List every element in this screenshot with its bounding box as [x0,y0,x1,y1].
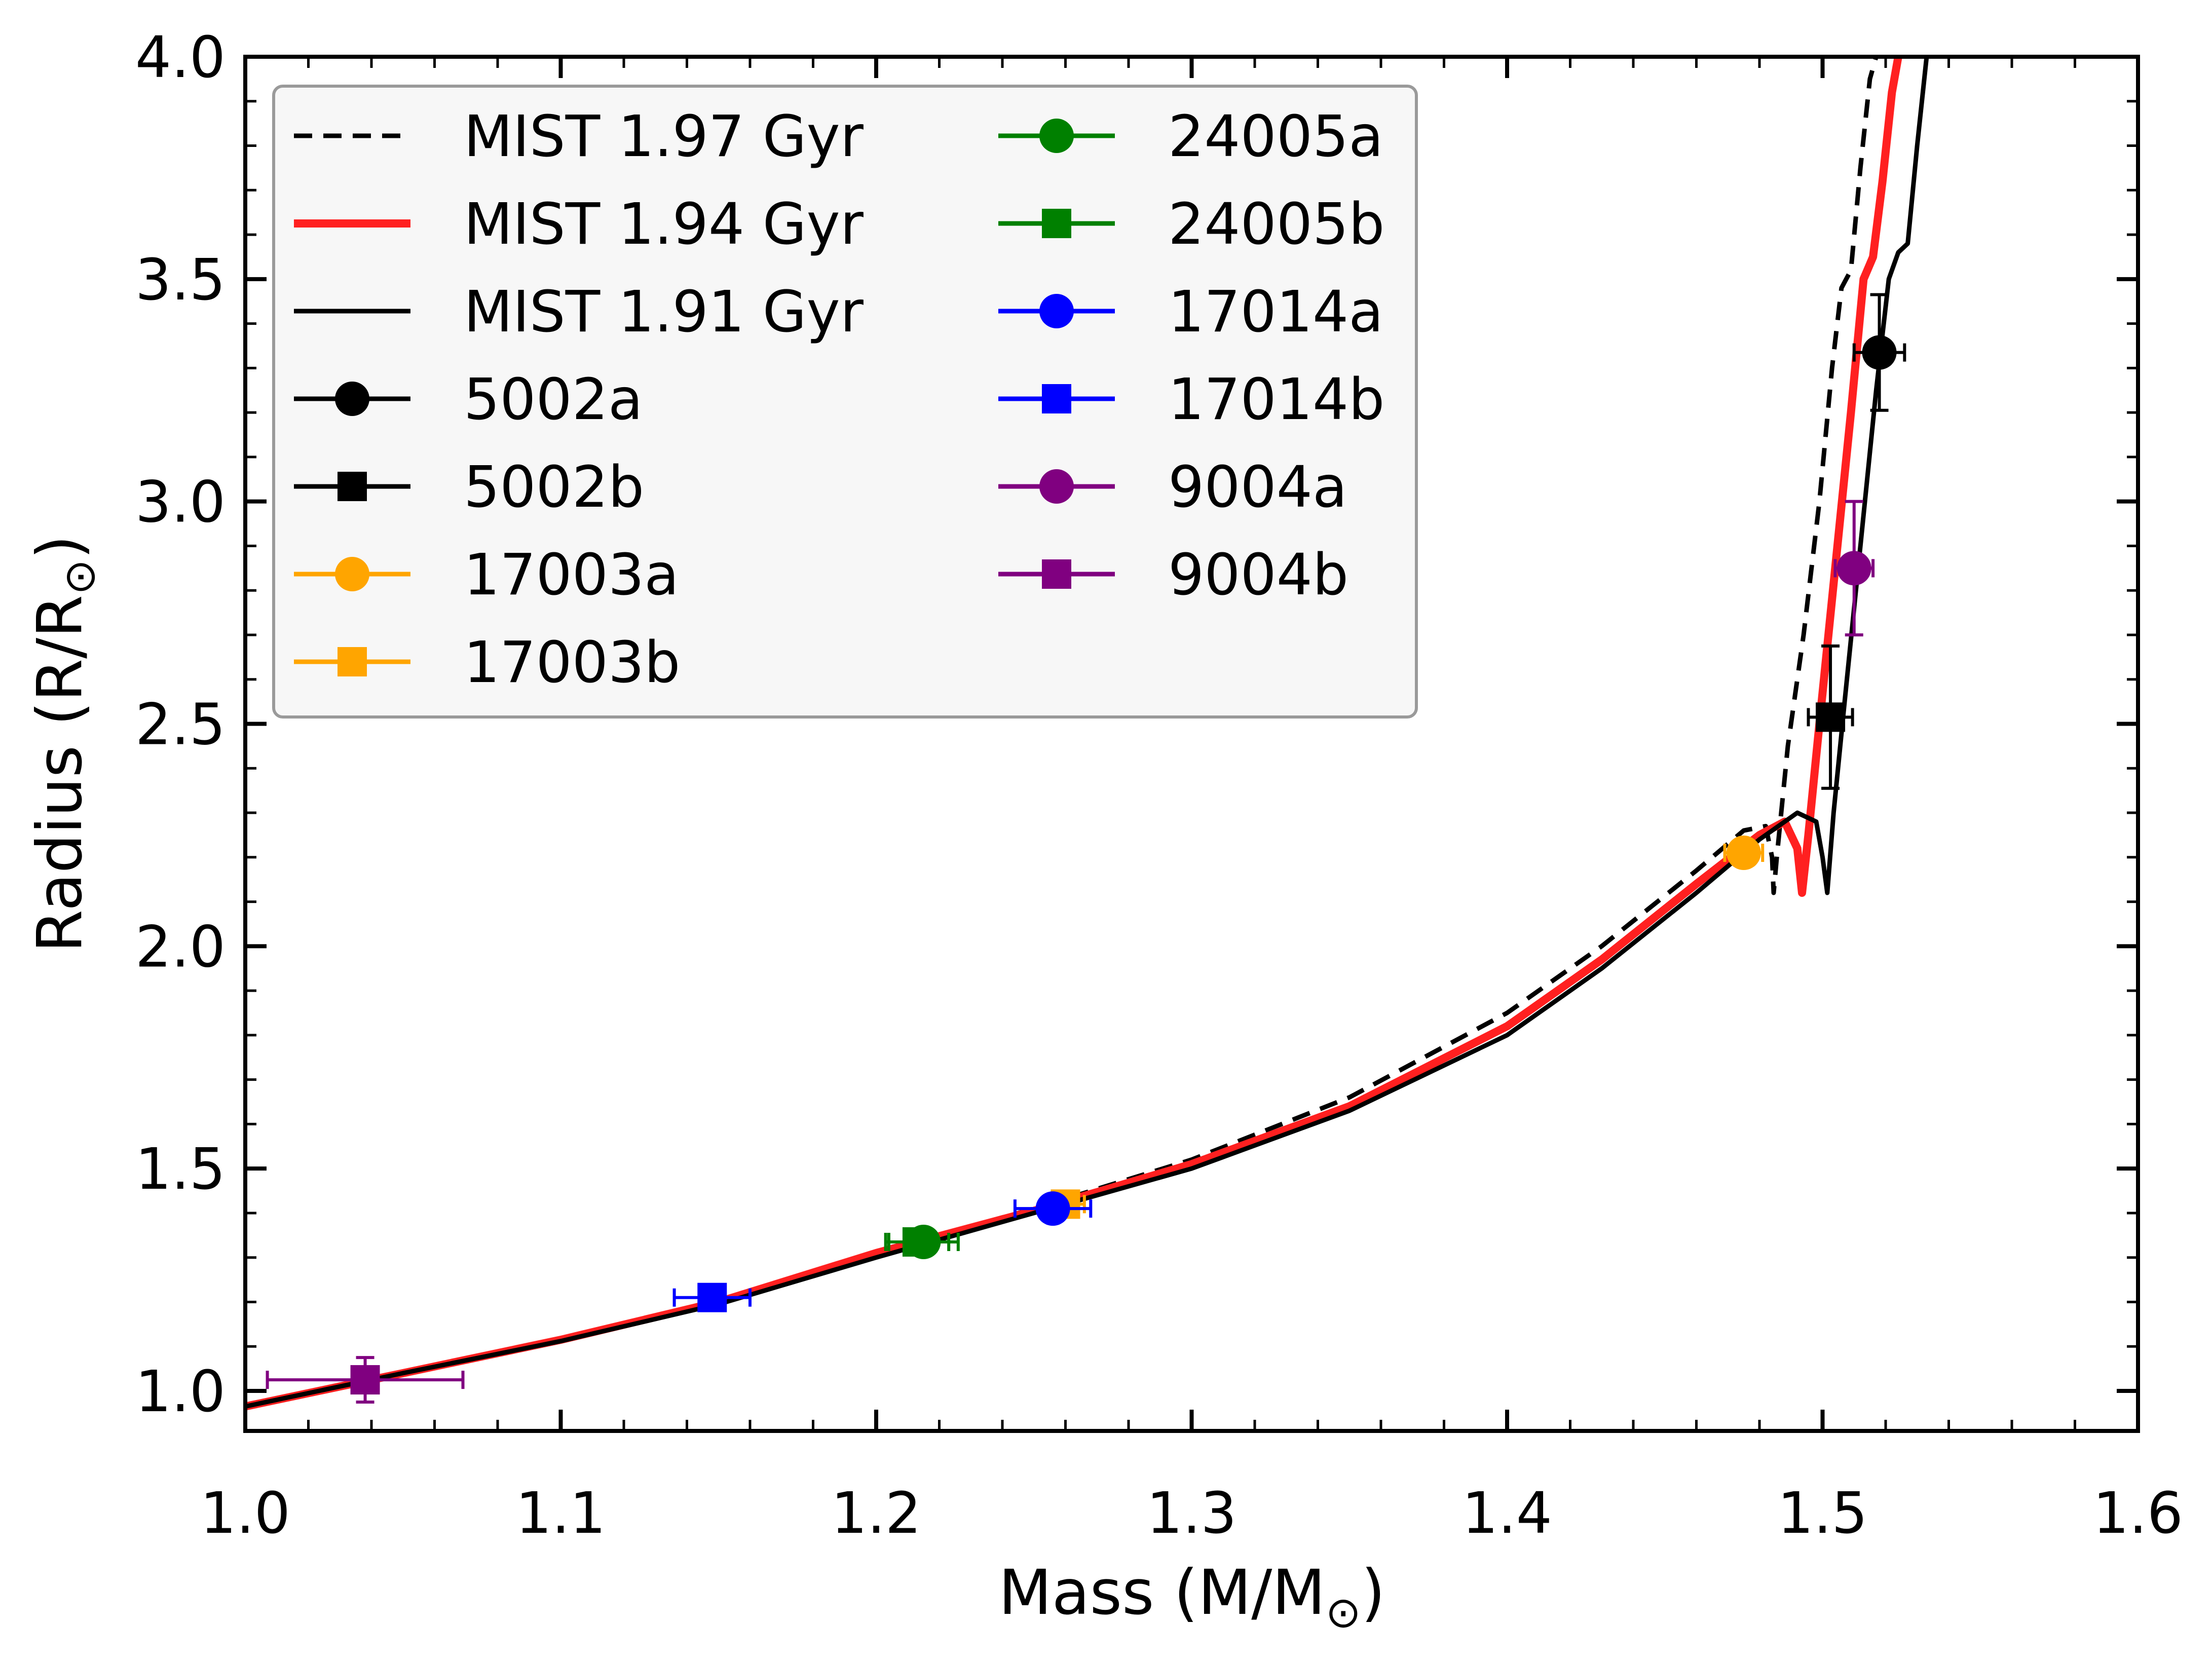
legend-marker [1042,559,1071,589]
legend-item: 5002a [294,367,643,433]
y-axis-label: Radius (R/R⊙) [24,535,104,953]
legend-label: 9004a [1168,455,1347,520]
data-points [266,293,1906,1404]
point-marker [1035,1191,1070,1226]
legend-item: 24005b [998,192,1384,257]
x-tick-label: 1.0 [200,1481,290,1546]
data-point [672,1282,752,1312]
legend-item: 17003b [294,630,680,696]
legend-marker [338,472,367,501]
legend-marker [1039,119,1074,153]
legend-item: 9004b [998,542,1348,608]
y-tick-label: 3.5 [135,247,226,313]
legend-marker [1042,209,1071,238]
point-marker [1726,836,1761,871]
legend-item: 5002b [294,455,644,520]
y-tick-label: 1.5 [135,1137,226,1202]
legend-marker [335,382,369,416]
point-marker [902,1227,932,1257]
legend-label: 5002a [464,367,643,433]
point-marker [697,1282,727,1312]
legend: MIST 1.97 Gyr MIST 1.94 Gyr MIST 1.91 Gyr 5… [272,85,1418,719]
legend-marker [1042,384,1071,413]
legend-label: 17003b [464,630,680,696]
point-marker [1816,702,1846,732]
legend-label: MIST 1.97 Gyr [464,104,864,170]
data-point [266,1356,465,1404]
legend-label: 17003a [464,542,679,608]
point-marker [1836,551,1871,586]
tick-labels: 1.0 1.1 1.2 1.3 1.4 1.5 1.6 1.0 1.5 2.0 2.5 3.0 3.5 4… [135,25,2183,1546]
legend-marker [1039,469,1074,504]
y-tick-label: 1.0 [135,1359,226,1425]
x-tick-label: 1.6 [2093,1481,2183,1546]
legend-label: 17014a [1168,279,1383,345]
legend-item: 17003a [294,542,679,608]
x-tick-label: 1.5 [1777,1481,1867,1546]
y-tick-label: 2.0 [135,914,226,980]
legend-item: MIST 1.97 Gyr [294,104,864,170]
x-tick-label: 1.1 [515,1481,606,1546]
legend-label: MIST 1.91 Gyr [464,279,864,345]
legend-item: MIST 1.91 Gyr [294,279,864,345]
legend-label: 24005b [1168,192,1384,257]
legend-item: 9004a [998,455,1347,520]
x-axis-label: Mass (M/M⊙) [998,1557,1385,1637]
x-tick-label: 1.3 [1146,1481,1236,1546]
legend-marker [338,647,367,676]
y-tick-label: 4.0 [135,25,226,91]
y-tick-label: 2.5 [135,692,226,758]
data-point [884,1227,951,1257]
plot-frame [243,55,2140,1433]
legend-label: 9004b [1168,542,1348,608]
legend-item: 24005a [998,104,1383,170]
point-marker [350,1365,380,1395]
isochrone-curves [245,57,1929,1411]
data-point [1723,836,1765,871]
legend-item: MIST 1.94 Gyr [294,192,864,257]
legend-label: MIST 1.94 Gyr [464,192,864,257]
x-tick-label: 1.4 [1462,1481,1552,1546]
data-point [1807,644,1854,790]
point-marker [1862,335,1897,370]
legend-label: 24005a [1168,104,1383,170]
legend-marker [335,557,369,591]
data-point [1833,500,1875,636]
legend-item: 17014a [998,279,1383,345]
legend-label: 5002b [464,455,644,520]
isochrone-line [245,57,1929,1409]
legend-box [272,85,1418,719]
x-tick-label: 1.2 [831,1481,921,1546]
legend-item: 17014b [998,367,1384,433]
y-tick-label: 3.0 [135,470,226,536]
data-point [1013,1191,1093,1226]
data-point [1852,293,1906,412]
legend-marker [1039,294,1074,328]
legend-label: 17014b [1168,367,1384,433]
